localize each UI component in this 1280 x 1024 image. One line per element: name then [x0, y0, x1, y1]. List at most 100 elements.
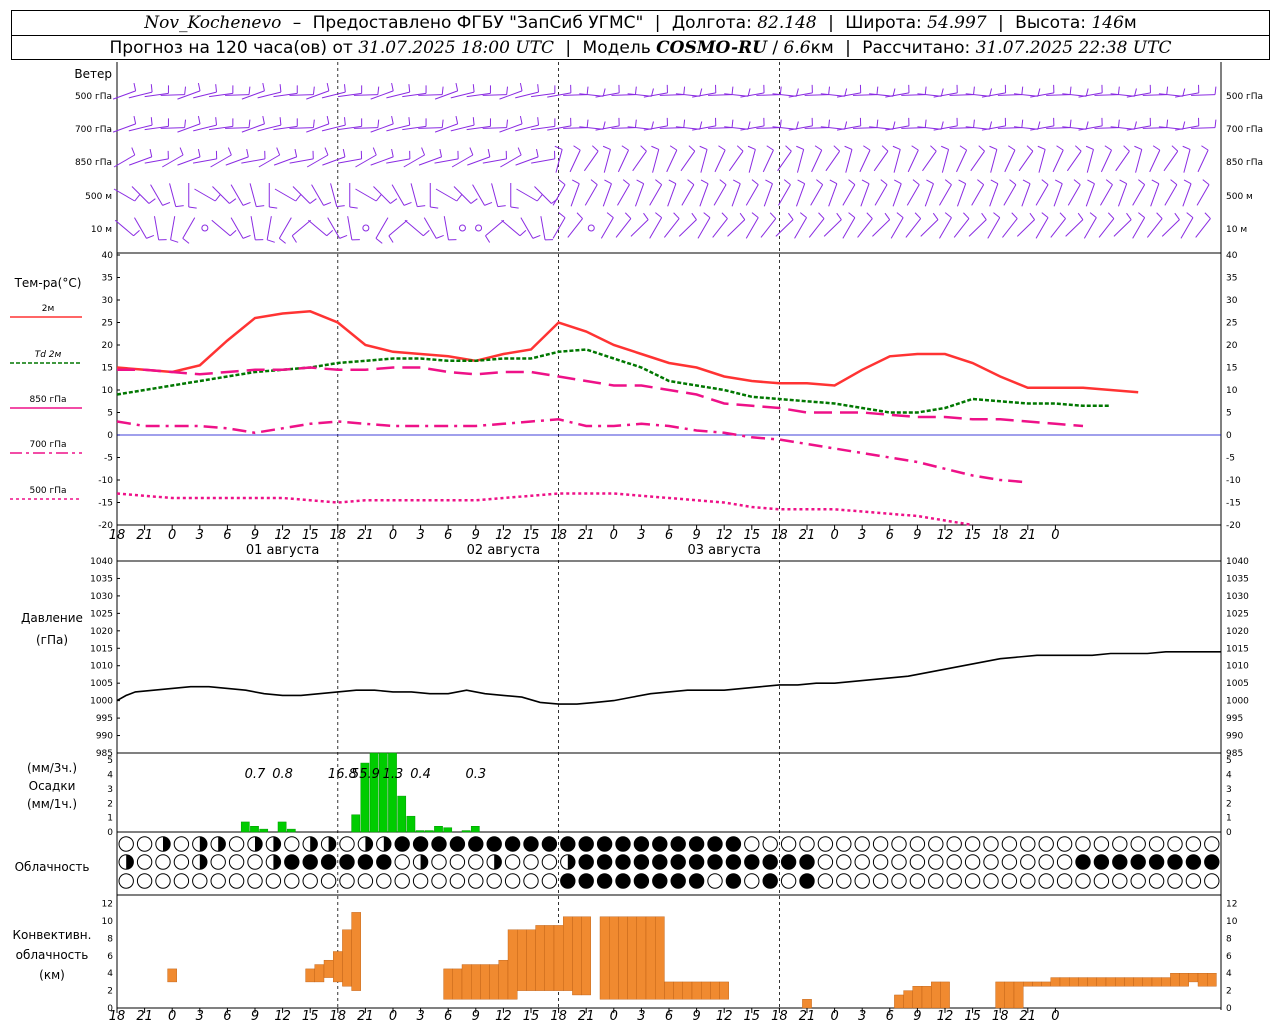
- precip-bar: [286, 828, 296, 833]
- wind-barb-shaft: [1035, 184, 1049, 206]
- x-tick-label: 9: [692, 1009, 700, 1024]
- wind-barb-feather: [455, 115, 459, 124]
- wind-barb-shaft: [547, 125, 571, 131]
- x-tick-label: 9: [472, 528, 480, 543]
- precip-bar: [397, 795, 407, 833]
- wind-barb-feather: [573, 145, 581, 151]
- wind-barb-shaft: [667, 183, 677, 207]
- wind-barb-shaft: [1038, 149, 1046, 173]
- wind-barb-shaft: [289, 94, 314, 96]
- x-tick-label: 6: [223, 528, 231, 543]
- wind-barb-shaft: [128, 124, 153, 132]
- conv-bar: [333, 951, 343, 983]
- pressure-tick-left: 1035: [90, 574, 113, 584]
- wind-barb-shaft: [467, 156, 491, 166]
- cloud-symbol: [1204, 854, 1220, 870]
- cloud-symbol: [891, 854, 907, 870]
- wind-barb-shaft: [869, 93, 894, 97]
- wind-barb-feather: [747, 88, 751, 97]
- wind-barb-shaft: [1030, 125, 1054, 131]
- cloud-symbol: [836, 836, 852, 852]
- cloud-symbol: [909, 836, 926, 852]
- wind-barb-shaft: [968, 219, 987, 237]
- wind-barb-shaft: [150, 184, 163, 206]
- cloud-fill: [273, 836, 281, 852]
- wind-barb-feather: [1056, 145, 1064, 151]
- wind-barb-feather: [876, 119, 879, 128]
- cloud-symbol: [1130, 873, 1146, 889]
- wind-barb-feather: [1166, 86, 1169, 95]
- pressure-tick-right: 1035: [1226, 574, 1249, 584]
- wind-barb-shaft: [273, 156, 297, 166]
- date-label-2: 03 августа: [687, 543, 761, 558]
- wind-barb-shaft: [531, 92, 555, 98]
- wind-barb-shaft: [501, 219, 521, 237]
- wind-barb-shaft: [1175, 125, 1199, 131]
- conv-bar: [627, 916, 637, 1000]
- x-tick-label: 9: [913, 528, 921, 543]
- cloud-symbol: [320, 854, 337, 870]
- cloud-symbol: [284, 836, 300, 852]
- x-tick-label: 12: [274, 528, 291, 543]
- cloud-symbol: [1148, 836, 1165, 852]
- conv-bar: [351, 912, 362, 991]
- alt-label: Высота:: [1015, 13, 1087, 33]
- wind-barb-shaft: [859, 149, 871, 173]
- wind-barb-feather: [779, 119, 782, 128]
- wind-barb-feather: [896, 212, 904, 219]
- provider-text: Предоставлено ФГБУ "ЗапСиб УГМС": [312, 13, 644, 33]
- x-tick-label: 12: [495, 1009, 512, 1024]
- x-tick-label: 6: [886, 1009, 894, 1024]
- conv-tick-left: 12: [102, 900, 113, 910]
- wind-barb-shaft: [804, 94, 829, 96]
- cloud-symbol: [1204, 873, 1220, 889]
- wind-barb-shaft: [1002, 218, 1018, 238]
- cloud-symbol: [670, 854, 686, 870]
- legend-label: Td 2м: [35, 350, 62, 360]
- wind-barb-feather: [736, 145, 744, 152]
- wind-barb-feather: [441, 119, 444, 128]
- cloud-symbol: [173, 836, 190, 852]
- x-tick-label: 15: [523, 1009, 540, 1024]
- cloud-symbol: [799, 836, 815, 852]
- temp-tick-left: -10: [98, 476, 113, 486]
- precip-bar: [434, 826, 443, 833]
- conv-bar: [1023, 981, 1033, 987]
- conv-tick-right: 4: [1226, 969, 1232, 979]
- wind-barb-feather: [973, 86, 975, 95]
- x-tick-label: 18: [550, 528, 567, 543]
- conv-bar: [645, 916, 656, 1000]
- wind-barb-feather: [326, 230, 334, 237]
- cloud-symbol: [1075, 854, 1091, 870]
- wind-barb-shaft: [113, 154, 136, 168]
- wind-barb-shaft: [337, 92, 362, 98]
- wind-barb-feather: [423, 230, 430, 237]
- wind-barb-feather: [765, 179, 773, 185]
- cloud-symbol: [928, 854, 944, 870]
- wind-barb-feather: [149, 148, 153, 157]
- precip-bar: [259, 828, 269, 833]
- wind-barb-shaft: [337, 158, 362, 164]
- x-tick-label: 18: [109, 528, 126, 543]
- wind-barb-feather: [517, 147, 522, 156]
- wind-barb-shaft: [516, 188, 538, 202]
- precip-tick-right: 2: [1226, 799, 1232, 809]
- wind-barb-shaft: [1110, 93, 1135, 97]
- wind-barb-shaft: [291, 219, 311, 237]
- wind-barb-feather: [312, 119, 315, 128]
- wind-barb-shaft: [386, 124, 410, 132]
- conv-bars: [167, 912, 1217, 1009]
- cloud-symbol: [707, 854, 723, 870]
- precip-bar: [406, 815, 416, 833]
- temp-tick-right: 40: [1226, 251, 1238, 261]
- wind-barb-feather: [519, 115, 523, 124]
- wind-barb-shaft: [515, 156, 539, 166]
- wind-barb-feather: [1117, 86, 1120, 95]
- wind-barb-shaft: [933, 125, 958, 131]
- wind-barb-feather: [848, 212, 856, 219]
- wind-level-label-right: 500 м: [1226, 192, 1253, 202]
- cloud-symbol: [983, 854, 999, 870]
- wind-barb-feather: [914, 212, 922, 219]
- wind-barb-feather: [828, 86, 831, 95]
- wind-barb-feather: [881, 145, 889, 152]
